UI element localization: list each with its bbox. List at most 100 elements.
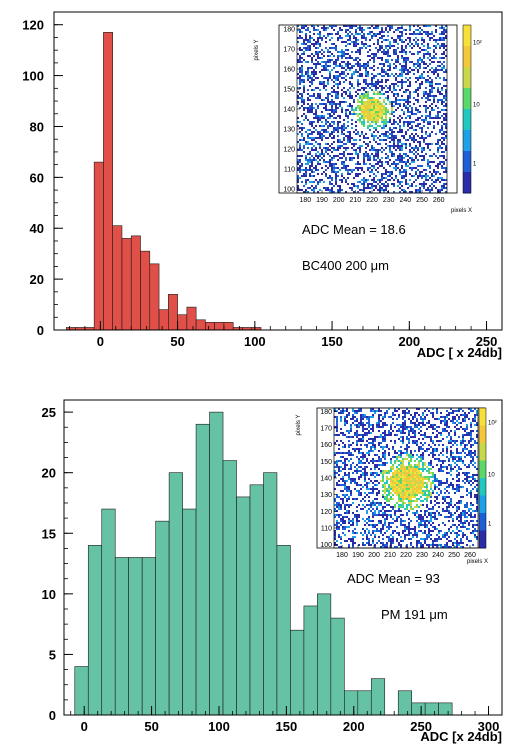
heatmap-cell [373,91,375,93]
heatmap-cell [394,520,396,522]
heatmap-cell [413,39,415,41]
heatmap-cell [299,171,301,173]
heatmap-cell [334,452,336,454]
heatmap-cell [383,133,385,135]
heatmap-cell [382,490,384,492]
heatmap-cell [301,71,303,73]
heatmap-cell [381,63,383,65]
heatmap-cell [395,135,397,137]
heatmap-cell [427,187,429,189]
heatmap-cell [400,466,402,468]
heatmap-cell [297,61,299,63]
heatmap-cell [342,516,344,518]
heatmap-cell [358,478,360,480]
heatmap-cell [371,67,373,69]
heatmap-cell [359,95,361,97]
heatmap-cell [373,115,375,117]
heatmap-cell [382,476,384,478]
heatmap-cell [415,151,417,153]
heatmap-cell [309,153,311,155]
heatmap-cell [375,101,377,103]
heatmap-cell [347,109,349,111]
heatmap-cell [329,77,331,79]
heatmap-cell [327,93,329,95]
heatmap-cell [301,101,303,103]
heatmap-cell [348,504,350,506]
heatmap-cell [408,510,410,512]
heatmap-cell [397,81,399,83]
heatmap-cell [408,496,410,498]
heatmap-cell [331,115,333,117]
heatmap-cell [309,55,311,57]
y-tick-label: 5 [49,647,56,662]
heatmap-cell [383,149,385,151]
heatmap-cell [454,418,456,420]
heatmap-cell [356,410,358,412]
heatmap-cell [450,442,452,444]
heatmap-cell [470,508,472,510]
heatmap-cell [336,428,338,430]
heatmap-cell [336,472,338,474]
heatmap-cell [439,65,441,67]
heatmap-cell [394,488,396,490]
heatmap-cell [301,99,303,101]
heatmap-cell [434,474,436,476]
heatmap-cell [418,472,420,474]
heatmap-cell [367,45,369,47]
heatmap-cell [419,65,421,67]
y-tick-label: 80 [30,119,44,134]
heatmap-cell [410,436,412,438]
heatmap-cell [307,89,309,91]
heatmap-cell [381,51,383,53]
heatmap-cell [435,83,437,85]
heatmap-cell [386,490,388,492]
heatmap-cell [391,177,393,179]
heatmap-cell [301,189,303,191]
heatmap-cell [424,450,426,452]
heatmap-cell [368,430,370,432]
y-tick-label: 0 [49,708,56,723]
heatmap-cell [435,143,437,145]
heatmap-cell [315,41,317,43]
heatmap-cell [422,452,424,454]
heatmap-cell [349,135,351,137]
heatmap-cell [335,105,337,107]
heatmap-cell [350,492,352,494]
heatmap-cell [370,438,372,440]
heatmap-cell [456,464,458,466]
heatmap-cell [446,482,448,484]
heatmap-cell [373,101,375,103]
heatmap-cell [395,137,397,139]
heatmap-cell [299,49,301,51]
heatmap-cell [442,430,444,432]
heatmap-cell [388,510,390,512]
heatmap-cell [460,440,462,442]
heatmap-cell [405,147,407,149]
heatmap-cell [466,504,468,506]
heatmap-cell [384,524,386,526]
heatmap-cell [397,95,399,97]
heatmap-cell [303,145,305,147]
x-tick-label: 100 [244,334,266,349]
heatmap-cell [380,446,382,448]
heatmap-cell [422,468,424,470]
heatmap-cell [384,502,386,504]
heatmap-cell [344,516,346,518]
heatmap-cell [382,496,384,498]
heatmap-cell [383,39,385,41]
heatmap-cell [428,448,430,450]
heatmap-cell [437,141,439,143]
heatmap-cell [315,155,317,157]
heatmap-cell [440,466,442,468]
heatmap-cell [384,488,386,490]
heatmap-cell [367,179,369,181]
heatmap-cell [420,442,422,444]
heatmap-cell [313,107,315,109]
heatmap-cell [476,412,478,414]
heatmap-cell [375,181,377,183]
heatmap-cell [381,187,383,189]
heatmap-cell [337,155,339,157]
heatmap-cell [377,101,379,103]
heatmap-cell [411,111,413,113]
heatmap-cell [402,504,404,506]
